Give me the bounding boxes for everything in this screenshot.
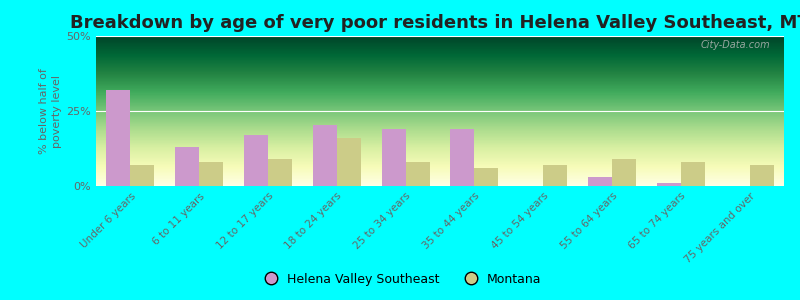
Bar xyxy=(612,159,636,186)
Bar xyxy=(588,177,612,186)
Bar xyxy=(199,162,223,186)
Legend: Helena Valley Southeast, Montana: Helena Valley Southeast, Montana xyxy=(254,268,546,291)
Bar xyxy=(406,162,430,186)
Bar xyxy=(313,124,337,186)
Text: City-Data.com: City-Data.com xyxy=(701,40,770,50)
Bar xyxy=(382,129,406,186)
Bar xyxy=(543,165,567,186)
Title: Breakdown by age of very poor residents in Helena Valley Southeast, MT: Breakdown by age of very poor residents … xyxy=(70,14,800,32)
Bar xyxy=(657,183,681,186)
Bar xyxy=(450,129,474,186)
Bar xyxy=(106,90,130,186)
Bar xyxy=(681,162,705,186)
Bar xyxy=(337,138,361,186)
Bar xyxy=(474,168,498,186)
Y-axis label: % below half of
poverty level: % below half of poverty level xyxy=(39,68,62,154)
Bar xyxy=(244,135,268,186)
Bar xyxy=(175,147,199,186)
Bar xyxy=(268,159,292,186)
Bar xyxy=(130,165,154,186)
Bar xyxy=(750,165,774,186)
